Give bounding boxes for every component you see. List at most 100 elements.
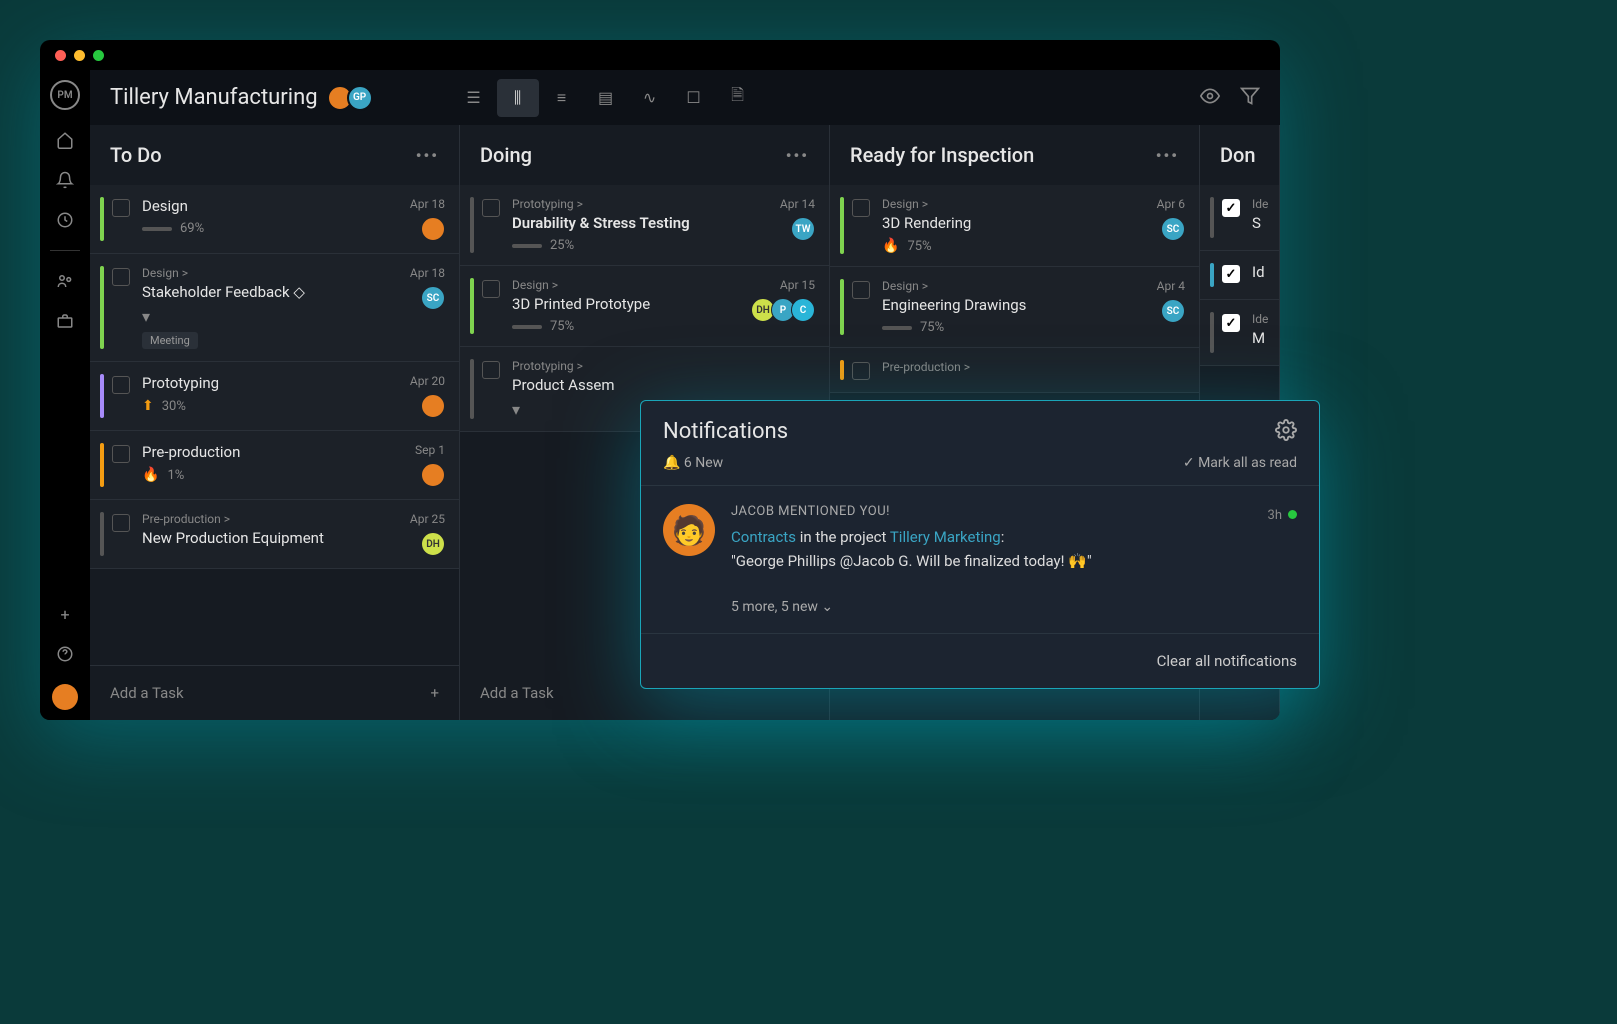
file-view-icon[interactable]: 🗎 xyxy=(717,79,759,117)
column-menu-icon[interactable]: ••• xyxy=(1156,146,1179,165)
board-view-icon[interactable]: ⫼ xyxy=(497,79,539,117)
task-parent: Prototyping > xyxy=(512,197,780,211)
task-parent: Design > xyxy=(882,279,1157,293)
eye-icon[interactable] xyxy=(1200,86,1220,110)
notifications-count: 🔔 6 New xyxy=(663,455,723,471)
task-title: Pre-production xyxy=(142,443,415,461)
show-more-button[interactable]: 5 more, 5 new ⌄ xyxy=(641,591,1319,633)
task-checkbox[interactable] xyxy=(112,514,130,532)
task-card[interactable]: Design69%Apr 18 xyxy=(90,185,459,254)
avatar xyxy=(421,217,445,241)
task-pct: 1% xyxy=(167,468,184,483)
plus-icon[interactable]: + xyxy=(55,604,75,624)
view-switcher: ☰ ⫼ ≡ ▤ ∿ ☐ 🗎 xyxy=(453,79,759,117)
task-parent: Design > xyxy=(882,197,1157,211)
task-checkbox[interactable] xyxy=(1222,199,1240,217)
task-title: Product Assem xyxy=(512,376,815,394)
progress-bar xyxy=(512,244,542,248)
task-parent: Pre-production > xyxy=(142,512,410,526)
calendar-view-icon[interactable]: ☐ xyxy=(673,79,715,117)
notification-item[interactable]: 🧑 JACOB MENTIONED YOU! Contracts in the … xyxy=(641,486,1319,591)
task-date: Apr 4 xyxy=(1157,279,1185,293)
user-avatar[interactable] xyxy=(52,684,78,710)
board-column: To Do•••Design69%Apr 18Design >Stakehold… xyxy=(90,125,460,720)
help-icon[interactable] xyxy=(55,644,75,664)
avatar: SC xyxy=(1161,299,1185,323)
task-checkbox[interactable] xyxy=(852,362,870,380)
priority-icon: 🔥 xyxy=(882,238,899,254)
mark-all-read-button[interactable]: ✓ Mark all as read xyxy=(1183,455,1297,471)
task-card[interactable]: Id xyxy=(1200,251,1279,300)
task-title: 3D Rendering xyxy=(882,214,1157,232)
avatar: DH xyxy=(421,532,445,556)
task-card[interactable]: Pre-production > xyxy=(830,348,1199,393)
logo-icon[interactable]: PM xyxy=(50,80,80,110)
task-checkbox[interactable] xyxy=(112,445,130,463)
chevron-down-icon[interactable]: ▾ xyxy=(142,307,150,326)
task-checkbox[interactable] xyxy=(482,199,500,217)
task-card[interactable]: Pre-production🔥1%Sep 1 xyxy=(90,431,459,500)
list-view-icon[interactable]: ☰ xyxy=(453,79,495,117)
task-pct: 69% xyxy=(180,221,204,236)
minimize-icon[interactable] xyxy=(74,50,85,61)
column-menu-icon[interactable]: ••• xyxy=(416,146,439,165)
clear-all-button[interactable]: Clear all notifications xyxy=(641,633,1319,688)
avatar: GP xyxy=(347,85,373,111)
task-card[interactable]: Prototyping > Durability & Stress Testing… xyxy=(460,185,829,266)
task-parent: Prototyping > xyxy=(512,359,815,373)
header: Tillery Manufacturing GP ☰ ⫼ ≡ ▤ ∿ ☐ 🗎 xyxy=(90,70,1280,125)
progress-bar xyxy=(882,326,912,330)
task-pct: 75% xyxy=(907,239,931,254)
notification-by: JACOB MENTIONED YOU! xyxy=(731,504,1252,519)
task-checkbox[interactable] xyxy=(112,268,130,286)
column-title: To Do xyxy=(110,143,162,167)
task-checkbox[interactable] xyxy=(1222,265,1240,283)
task-assignees: SC xyxy=(1165,217,1185,241)
task-checkbox[interactable] xyxy=(852,281,870,299)
task-card[interactable]: Design >3D Rendering🔥75%Apr 6SC xyxy=(830,185,1199,267)
task-title: Durability & Stress Testing xyxy=(512,214,780,232)
gear-icon[interactable] xyxy=(1275,419,1297,445)
task-checkbox[interactable] xyxy=(112,199,130,217)
task-date: Apr 14 xyxy=(780,197,815,211)
task-checkbox[interactable] xyxy=(482,361,500,379)
task-title: Engineering Drawings xyxy=(882,296,1157,314)
column-title: Doing xyxy=(480,143,532,167)
clock-icon[interactable] xyxy=(55,210,75,230)
task-card[interactable]: Pre-production >New Production Equipment… xyxy=(90,500,459,569)
gantt-view-icon[interactable]: ≡ xyxy=(541,79,583,117)
task-date: Apr 15 xyxy=(780,278,815,292)
maximize-icon[interactable] xyxy=(93,50,104,61)
task-card[interactable]: Design >Engineering Drawings75%Apr 4SC xyxy=(830,267,1199,348)
activity-view-icon[interactable]: ∿ xyxy=(629,79,671,117)
close-icon[interactable] xyxy=(55,50,66,61)
task-card[interactable]: IdeM xyxy=(1200,300,1279,366)
task-card[interactable]: IdeS xyxy=(1200,185,1279,251)
avatar: C xyxy=(791,298,815,322)
column-title: Don xyxy=(1220,143,1256,167)
chevron-down-icon[interactable]: ▾ xyxy=(512,400,520,419)
task-checkbox[interactable] xyxy=(852,199,870,217)
briefcase-icon[interactable] xyxy=(55,311,75,331)
task-checkbox[interactable] xyxy=(1222,314,1240,332)
task-date: Sep 1 xyxy=(415,443,445,457)
task-card[interactable]: Prototyping⬆30%Apr 20 xyxy=(90,362,459,431)
task-checkbox[interactable] xyxy=(482,280,500,298)
task-card[interactable]: Design >Stakeholder Feedback ◇▾MeetingAp… xyxy=(90,254,459,362)
filter-icon[interactable] xyxy=(1240,86,1260,110)
sheet-view-icon[interactable]: ▤ xyxy=(585,79,627,117)
task-date: Apr 18 xyxy=(410,266,445,280)
project-members[interactable]: GP xyxy=(333,85,373,111)
task-card[interactable]: Design >3D Printed Prototype75%Apr 15DHP… xyxy=(460,266,829,347)
column-menu-icon[interactable]: ••• xyxy=(786,146,809,165)
task-checkbox[interactable] xyxy=(112,376,130,394)
add-task-button[interactable]: Add a Task+ xyxy=(90,665,459,720)
task-date: Apr 18 xyxy=(410,197,445,211)
task-pct: 25% xyxy=(550,238,574,253)
team-icon[interactable] xyxy=(55,271,75,291)
bell-icon[interactable] xyxy=(55,170,75,190)
avatar xyxy=(421,463,445,487)
home-icon[interactable] xyxy=(55,130,75,150)
plus-icon: + xyxy=(430,684,439,702)
task-title: M xyxy=(1252,329,1265,347)
